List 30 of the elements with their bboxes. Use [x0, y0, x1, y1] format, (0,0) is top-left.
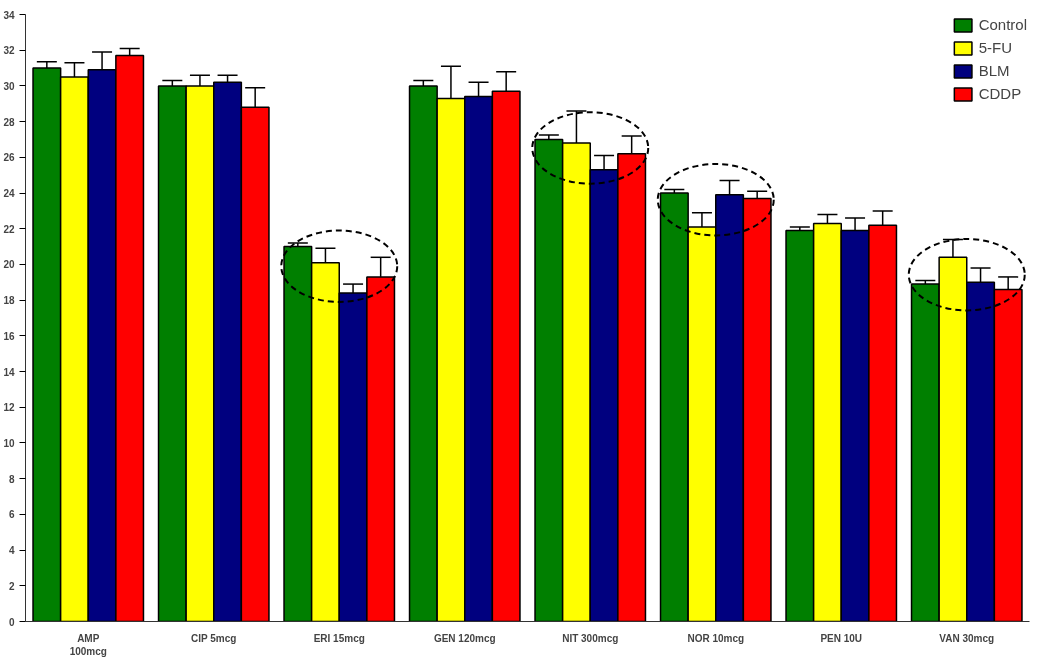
y-tick-label: 22	[3, 223, 15, 235]
y-tick-label: 10	[3, 437, 15, 449]
y-tick-label: 8	[8, 473, 15, 485]
legend-label: Control	[978, 16, 1027, 33]
x-tick-label: CIP 5mcg	[190, 632, 237, 644]
x-tick-label: ERI 15mcg	[313, 632, 365, 644]
y-tick-label: 28	[3, 116, 15, 128]
x-tick-label: VAN 30mcg	[939, 632, 995, 644]
y-tick-label: 2	[8, 580, 15, 592]
x-tick-label: AMP 100mcg	[69, 632, 107, 657]
legend-label: 5-FU	[978, 39, 1012, 56]
x-tick-label: PEN 10U	[820, 632, 863, 644]
y-tick-label: 30	[3, 80, 15, 92]
y-tick-label: 4	[8, 545, 15, 557]
y-tick-label: 16	[3, 330, 15, 342]
y-tick-label: 34	[3, 9, 15, 21]
x-tick-label: GEN 120mcg	[433, 632, 496, 644]
y-tick-label: 26	[3, 152, 15, 164]
y-tick-label: 12	[3, 402, 15, 414]
x-tick-label: NIT 300mcg	[562, 632, 619, 644]
legend-label: BLM	[978, 62, 1010, 79]
y-tick-label: 0	[8, 616, 15, 628]
legend-label: CDDP	[978, 85, 1022, 102]
y-tick-label: 18	[3, 295, 15, 307]
y-tick-label: 24	[3, 188, 15, 200]
x-tick-label: NOR 10mcg	[687, 632, 745, 644]
y-tick-label: 20	[3, 259, 15, 271]
y-tick-label: 6	[8, 509, 15, 521]
y-tick-label: 32	[3, 45, 15, 57]
y-tick-label: 14	[3, 366, 15, 378]
